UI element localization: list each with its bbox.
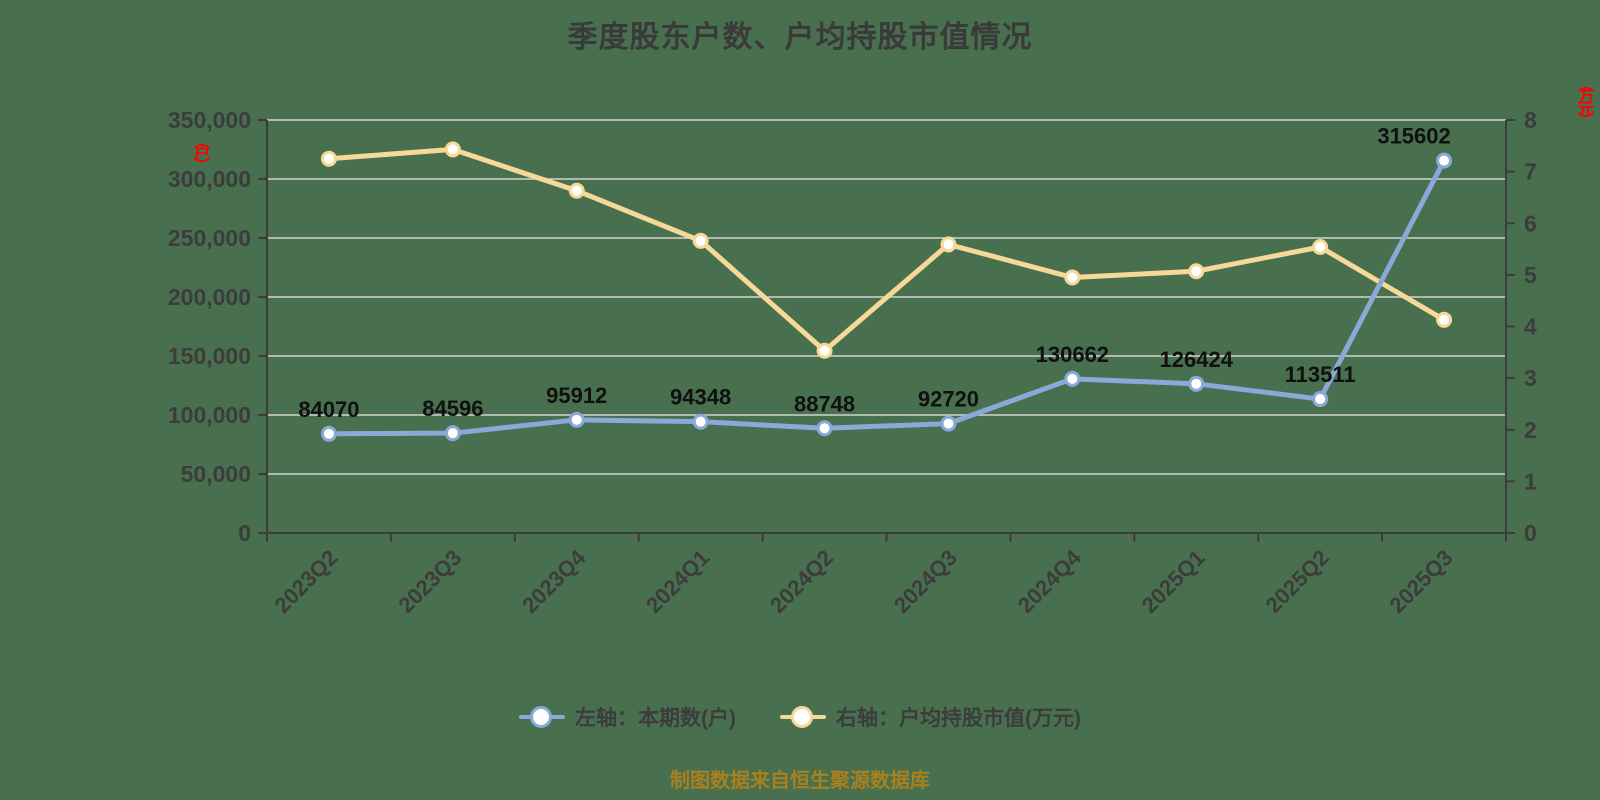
value-label: 92720 [918,387,979,412]
left-axis-tick-label: 300,000 [168,166,251,192]
shareholder-count-line[interactable] [326,158,1447,437]
legend-label-right-series: 右轴：户均持股市值(万元) [836,707,1081,730]
x-axis-label: 2023Q3 [393,545,466,618]
data-point[interactable] [444,425,461,442]
data-point[interactable] [568,182,585,199]
data-point[interactable] [1064,370,1081,387]
right-axis-tick-label: 1 [1524,468,1537,494]
chart-title: 季度股东户数、户均持股市值情况 [567,21,1033,54]
legend-line-marker-icon [519,705,565,729]
value-label: 315602 [1377,124,1450,149]
left-axis-tick-label: 350,000 [168,107,251,133]
data-point[interactable] [320,425,337,442]
data-point[interactable] [1436,311,1453,328]
left-axis-tick-label: 0 [238,520,251,546]
data-point[interactable] [1188,263,1205,280]
data-point[interactable] [940,236,957,253]
data-point[interactable] [1188,375,1205,392]
left-axis-tick-label: 100,000 [168,402,251,428]
data-point[interactable] [1436,152,1453,169]
legend-item-shareholder-count[interactable]: 左轴：本期数(户) [519,702,736,732]
x-axis-label: 2025Q2 [1261,545,1334,618]
x-axis-label: 2024Q3 [889,545,962,618]
right-axis-tick-label: 6 [1524,210,1537,236]
right-axis-tick-label: 3 [1524,365,1537,391]
right-axis-tick-label: 5 [1524,262,1537,288]
left-axis-tick-label: 250,000 [168,225,251,251]
data-point[interactable] [692,232,709,249]
data-point[interactable] [692,413,709,430]
right-axis-tick-label: 7 [1524,159,1537,185]
right-axis-unit-label: （万元） [1575,76,1592,124]
left-axis-tick-label: 50,000 [181,461,251,487]
legend-line-marker-icon [780,705,826,729]
x-axis-label: 2025Q3 [1385,545,1458,618]
value-label: 130662 [1036,342,1109,367]
right-axis-tick-label: 8 [1524,107,1537,133]
left-axis-tick-label: 200,000 [168,284,251,310]
x-axis-label: 2024Q4 [1013,544,1087,618]
value-label: 126424 [1160,347,1234,372]
left-axis-unit-label: （户） [191,133,208,169]
x-axis-label: 2023Q2 [269,545,342,618]
avg-holding-value-line[interactable] [326,146,1447,354]
data-point[interactable] [816,342,833,359]
x-axis-label: 2024Q1 [641,545,714,618]
value-label: 84596 [422,396,483,421]
data-point[interactable] [940,415,957,432]
data-point[interactable] [1312,391,1329,408]
data-point[interactable] [816,420,833,437]
right-axis-tick-label: 2 [1524,417,1537,443]
x-axis-label: 2023Q4 [517,544,591,618]
value-label: 88748 [794,391,855,416]
data-point[interactable] [568,411,585,428]
x-axis-label: 2024Q2 [765,545,838,618]
value-label: 84070 [298,397,359,422]
data-source-note: 制图数据来自恒生聚源数据库 [670,770,930,792]
right-axis-tick-label: 4 [1524,314,1537,340]
legend-item-avg-holding-value[interactable]: 右轴：户均持股市值(万元) [780,702,1081,732]
data-point[interactable] [444,141,461,158]
data-point[interactable] [1312,238,1329,255]
value-label: 113511 [1285,362,1356,387]
value-label: 95912 [546,383,607,408]
left-axis-tick-label: 150,000 [168,343,251,369]
legend: 左轴：本期数(户) 右轴：户均持股市值(万元) [0,702,1600,732]
value-label: 94348 [670,385,731,410]
legend-label-left-series: 左轴：本期数(户) [575,707,736,730]
right-axis-tick-label: 0 [1524,520,1537,546]
data-point[interactable] [1064,269,1081,286]
data-point[interactable] [320,150,337,167]
x-axis-label: 2025Q1 [1137,545,1210,618]
